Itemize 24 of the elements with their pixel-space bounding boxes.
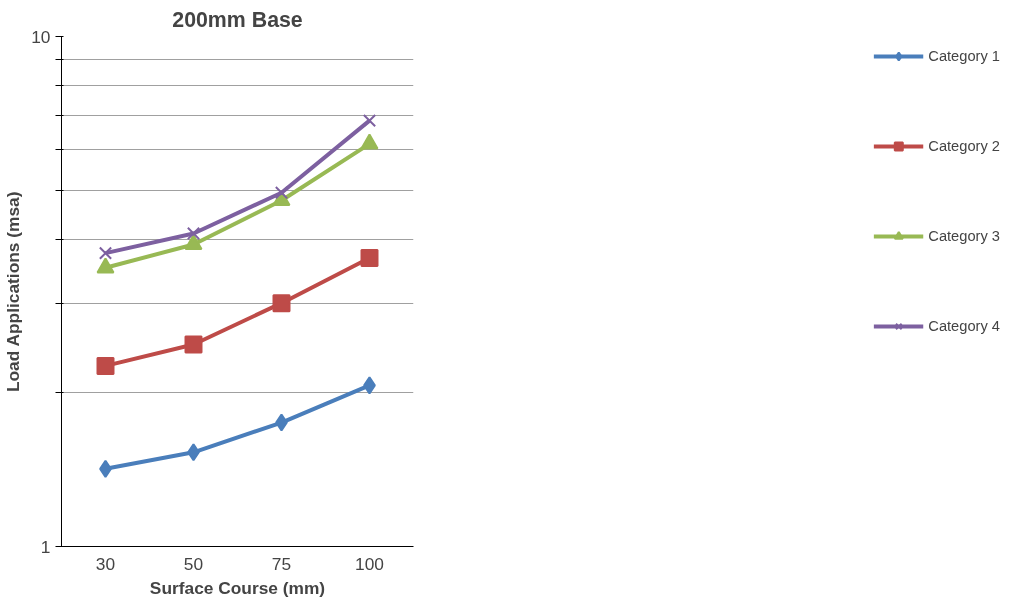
point bbox=[98, 246, 113, 260]
legend-label: Category 1 bbox=[928, 48, 1000, 64]
legend-label: Category 2 bbox=[928, 138, 1000, 154]
point bbox=[186, 226, 201, 241]
point bbox=[360, 133, 379, 150]
point bbox=[274, 186, 289, 200]
point bbox=[184, 234, 203, 251]
chart-title: 200mm Base bbox=[172, 7, 303, 32]
point bbox=[96, 356, 115, 375]
y-axis-title: Load Applications (msa) bbox=[3, 191, 24, 393]
point bbox=[96, 257, 115, 274]
x-tick-label: 75 bbox=[271, 553, 292, 574]
x-tick-label: 100 bbox=[355, 553, 384, 574]
point bbox=[360, 248, 379, 267]
x-axis-title: Surface Course (mm) bbox=[149, 577, 326, 598]
legend-label: Category 4 bbox=[928, 318, 1000, 334]
point bbox=[272, 294, 291, 313]
x-tick-label: 50 bbox=[183, 553, 204, 574]
x-tick-label: 30 bbox=[95, 553, 116, 574]
legend-label: Category 3 bbox=[928, 228, 1000, 244]
point bbox=[362, 113, 377, 128]
y-tick-label: 10 bbox=[31, 26, 51, 47]
y-tick-label: 1 bbox=[40, 536, 51, 557]
point bbox=[184, 335, 203, 354]
